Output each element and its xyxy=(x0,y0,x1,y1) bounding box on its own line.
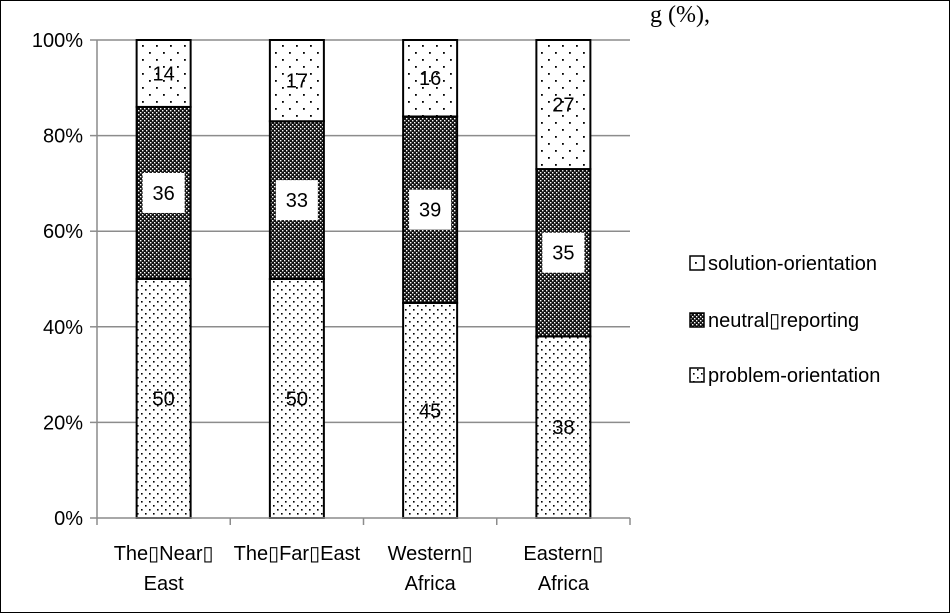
bars xyxy=(135,39,592,519)
x-category-label: Africa xyxy=(538,573,590,595)
y-tick-label: 60% xyxy=(43,221,83,243)
data-label-box xyxy=(142,172,185,213)
x-category-label: Eastern▯ xyxy=(523,543,603,565)
data-label-box xyxy=(275,180,318,221)
bar-segment xyxy=(268,39,325,123)
y-tick-label: 40% xyxy=(43,317,83,339)
category-labels: The▯Near▯ East The▯Far▯East Western▯ Africa E… xyxy=(114,543,604,595)
data-label: 16 xyxy=(419,68,441,90)
data-label: 50 xyxy=(153,389,175,411)
legend-swatch xyxy=(689,312,705,328)
legend: solution-orientation neutral▯reporting pro… xyxy=(689,253,880,387)
y-tick-label: 20% xyxy=(43,412,83,434)
x-category-label: The▯Near▯ xyxy=(114,543,214,565)
data-label-box xyxy=(542,232,585,273)
y-tick-label: 0% xyxy=(54,508,83,530)
data-labels: 50 36 14 50 33 17 45 39 16 38 35 27 xyxy=(142,63,585,439)
data-label-box xyxy=(409,189,452,230)
x-category-label: The▯Far▯East xyxy=(234,543,361,565)
axes xyxy=(96,40,630,525)
data-label: 45 xyxy=(419,400,441,422)
x-category-label: East xyxy=(144,573,184,595)
data-label: 33 xyxy=(286,190,308,212)
data-label: 35 xyxy=(552,243,574,265)
data-label: 36 xyxy=(153,183,175,205)
legend-swatch xyxy=(689,255,705,271)
bar-segment xyxy=(535,335,592,519)
data-label: 14 xyxy=(153,63,175,85)
data-label: 39 xyxy=(419,200,441,222)
legend-swatch xyxy=(689,367,705,383)
x-category-label: Western▯ xyxy=(388,543,473,565)
data-label: 27 xyxy=(552,95,574,117)
legend-label: neutral▯reporting xyxy=(708,310,859,332)
chart-title-fragment: g (%), xyxy=(650,2,710,28)
bar-segment xyxy=(402,301,459,519)
y-tick-label: 80% xyxy=(43,126,83,148)
x-category-label: Africa xyxy=(405,573,457,595)
y-tick-label: 100% xyxy=(32,30,83,52)
data-label: 17 xyxy=(286,71,308,93)
data-label: 50 xyxy=(286,389,308,411)
legend-label: solution-orientation xyxy=(708,253,877,275)
y-axis-tick-labels: 0% 20% 40% 60% 80% 100% xyxy=(32,30,83,530)
bar-segment xyxy=(402,39,459,118)
legend-label: problem-orientation xyxy=(708,365,880,387)
data-label: 38 xyxy=(552,417,574,439)
bar-segment xyxy=(535,39,592,171)
bar-segment xyxy=(135,39,192,108)
